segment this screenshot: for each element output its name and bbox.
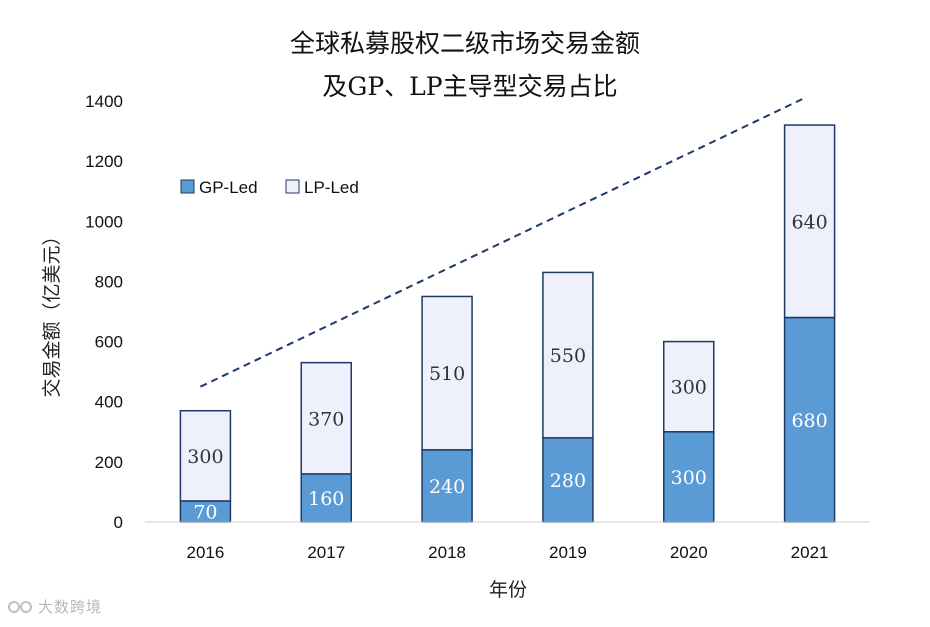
legend-swatch-lp-led (285, 179, 300, 194)
bar-lp-led-2019 (542, 271, 594, 439)
bars-group: 70 300 160 370 240 510 280 550 300 300 680 640 (179, 124, 836, 523)
y-tick-label: 1400 (85, 92, 123, 111)
watermark-text: 大数跨境 (38, 598, 103, 616)
bar-lp-led-2021 (783, 124, 836, 319)
data-label-gp-led-2019: 280 (550, 470, 586, 492)
y-tick-label: 1200 (85, 152, 123, 171)
x-tick-label: 2017 (307, 543, 345, 562)
data-label-lp-led-2020: 300 (671, 377, 707, 399)
chart-title: 全球私募股权二级市场交易金额 (290, 29, 640, 58)
legend-label-lp-led: LP-Led (304, 178, 359, 197)
legend-label-gp-led: GP-Led (199, 178, 258, 197)
bar-lp-led-2016 (179, 409, 232, 502)
bar-lp-led-2018 (421, 295, 473, 451)
y-tick-label: 0 (114, 513, 123, 532)
data-label-gp-led-2016: 70 (193, 501, 217, 523)
bar-gp-led-2020 (663, 431, 715, 523)
y-tick-label: 800 (95, 272, 123, 291)
data-label-lp-led-2016: 300 (187, 446, 223, 468)
x-tick-label: 2018 (428, 543, 466, 562)
chart-subtitle: 及GP、LP主导型交易占比 (322, 72, 617, 101)
y-tick-label: 200 (95, 453, 123, 472)
data-label-lp-led-2021: 640 (791, 211, 827, 233)
bar-lp-led-2017 (300, 361, 352, 475)
x-tick-label: 2020 (670, 543, 708, 562)
watermark: 大数跨境 (8, 596, 102, 617)
bar-lp-led-2020 (663, 340, 715, 433)
brand-logo-icon (8, 601, 32, 613)
x-tick-label: 2019 (549, 543, 587, 562)
y-axis-ticks: 0 200 400 600 800 1000 1200 1400 (85, 92, 123, 532)
x-tick-label: 2021 (791, 543, 829, 562)
x-axis-ticks: 2016 2017 2018 2019 2020 2021 (187, 543, 829, 562)
y-tick-label: 600 (95, 333, 123, 352)
x-tick-label: 2016 (187, 543, 225, 562)
data-label-lp-led-2018: 510 (429, 363, 465, 385)
trend-line (199, 97, 806, 388)
legend-swatch-gp-led (180, 179, 195, 194)
y-tick-label: 1000 (85, 212, 123, 231)
data-label-gp-led-2021: 680 (791, 410, 827, 432)
data-label-gp-led-2018: 240 (429, 476, 465, 498)
data-label-gp-led-2017: 160 (308, 488, 344, 510)
data-label-gp-led-2020: 300 (671, 467, 707, 489)
x-axis-title: 年份 (489, 579, 527, 601)
data-label-lp-led-2019: 550 (550, 345, 586, 367)
y-axis-title: 交易金额（亿美元） (41, 226, 63, 397)
legend: GP-Led LP-Led (180, 178, 359, 197)
data-label-lp-led-2017: 370 (308, 408, 344, 430)
y-tick-label: 400 (95, 393, 123, 412)
